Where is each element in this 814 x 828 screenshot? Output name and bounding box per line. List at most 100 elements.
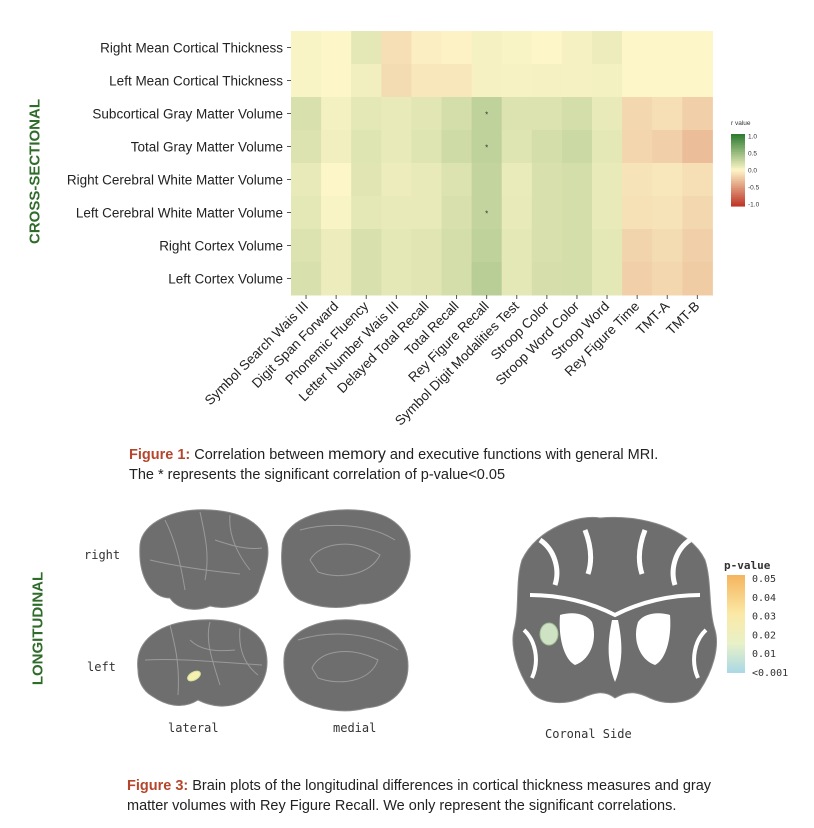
legend-gradient-step: [731, 162, 745, 166]
heatmap-cell: [351, 196, 382, 230]
legend-tick-label: 1.0: [748, 134, 757, 141]
row-label: Left Cerebral White Matter Volume: [76, 206, 283, 221]
heatmap-cell: [441, 262, 473, 296]
heatmap-cell: [411, 64, 442, 98]
column-label: TMT-B: [663, 299, 702, 338]
legend-gradient-step: [731, 200, 745, 203]
heatmap-cell: [321, 97, 352, 131]
brain-coronal-section: [512, 516, 718, 703]
heatmap-cell: [531, 64, 563, 98]
heatmap-cell: [622, 64, 653, 98]
legend-gradient-step: [731, 143, 745, 146]
legend-gradient-step: [731, 175, 745, 178]
heatmap-cell: [622, 163, 653, 197]
legend-gradient-step: [731, 135, 745, 139]
brain-right-medial: [281, 509, 411, 608]
heatmap-cell: [471, 31, 503, 65]
brain-label-lateral: lateral: [168, 721, 219, 735]
heatmap-cell: [561, 130, 593, 164]
heatmap-cell: [501, 64, 533, 98]
row-label: Left Mean Cortical Thickness: [109, 74, 283, 89]
brain-right-lateral: [139, 509, 269, 610]
legend-gradient-step: [731, 197, 745, 200]
brain-label-left: left: [87, 660, 116, 674]
heatmap-cell: [441, 229, 473, 263]
heatmap-cell: [381, 31, 412, 65]
figure3-label: Figure 3:: [127, 778, 189, 794]
heatmap-cell: [381, 97, 412, 131]
heatmap-cell: [561, 262, 593, 296]
legend-gradient-step: [731, 137, 745, 140]
heatmap-cell: [291, 262, 322, 296]
heatmap-cell: [321, 31, 352, 65]
legend-gradient-step: [731, 204, 745, 207]
row-label: Total Gray Matter Volume: [131, 140, 283, 155]
legend-gradient-step: [731, 161, 745, 164]
legend-gradient-step: [731, 168, 745, 171]
heatmap-cell: [682, 64, 713, 98]
legend-gradient-step: [731, 144, 745, 148]
heatmap-cell: [622, 196, 653, 230]
heatmap-cell: [321, 229, 352, 263]
legend-gradient-step: [731, 179, 745, 182]
heatmap-cell: [291, 196, 322, 230]
p-value-tick-label: 0.01: [752, 649, 776, 660]
legend-gradient-step: [731, 202, 745, 205]
figure1-caption-memory: memory: [328, 446, 386, 463]
heatmap-cell: [321, 163, 352, 197]
p-value-colorbar-title: p-value: [724, 559, 771, 572]
heatmap-cell: [682, 163, 713, 197]
correlation-heatmap: * * * Right Mean Cortical Thickness Left Mea…: [67, 31, 760, 428]
legend-gradient-step: [731, 134, 745, 137]
legend-gradient-step: [731, 198, 745, 202]
heatmap-cell: [531, 163, 563, 197]
heatmap-cell: [501, 196, 533, 230]
heatmap-cell: [471, 163, 503, 197]
coronal-significant-highlight: [539, 622, 559, 646]
heatmap-cell: [381, 130, 412, 164]
legend-gradient-step: [731, 170, 745, 173]
heatmap-cell: [592, 31, 623, 65]
legend-gradient-step: [731, 184, 745, 187]
figure1-caption-line2: The * represents the significant correla…: [129, 467, 506, 483]
heatmap-cell: [531, 196, 563, 230]
heatmap-cell: [441, 31, 473, 65]
heatmap-cell: [471, 97, 503, 131]
heatmap-cell: [351, 130, 382, 164]
heatmap-cell: [682, 130, 713, 164]
legend-gradient-step: [731, 177, 745, 180]
heatmap-cell: [622, 130, 653, 164]
figure3-caption: Figure 3: Brain plots of the longitudina…: [127, 776, 787, 816]
legend-tick-label: 0.0: [748, 168, 757, 175]
heatmap-cell: [441, 163, 473, 197]
brain-left-medial: [283, 619, 409, 712]
legend-gradient-step: [731, 182, 745, 185]
heatmap-cell: [411, 163, 442, 197]
heatmap-cell: [501, 31, 533, 65]
heatmap-cell: [561, 97, 593, 131]
heatmap-cell: [592, 64, 623, 98]
heatmap-cell: [561, 31, 593, 65]
heatmap-cell: [321, 196, 352, 230]
heatmap-cell: [351, 31, 382, 65]
figure3-caption-line2: matter volumes with Rey Figure Recall. W…: [127, 798, 677, 814]
heatmap-cell: [561, 163, 593, 197]
heatmap-cell: [652, 97, 683, 131]
heatmap-cell: [411, 196, 442, 230]
heatmap-cell: [291, 97, 322, 131]
heatmap-cell: [411, 31, 442, 65]
legend-gradient-step: [731, 164, 745, 167]
significance-marker: *: [485, 210, 488, 219]
figure1-label: Figure 1:: [129, 447, 191, 463]
row-label: Subcortical Gray Matter Volume: [92, 107, 283, 122]
p-value-tick-label: 0.02: [752, 630, 776, 641]
heatmap-cell: [381, 196, 412, 230]
heatmap-cell: [622, 31, 653, 65]
p-value-tick-label: <0.001: [752, 668, 788, 679]
brain-label-coronal: Coronal Side: [545, 727, 632, 741]
heatmap-cell: [622, 229, 653, 263]
heatmap-cell: [622, 262, 653, 296]
brain-label-right: right: [84, 548, 120, 562]
column-label: TMT-A: [633, 299, 672, 338]
heatmap-cell: [682, 97, 713, 131]
